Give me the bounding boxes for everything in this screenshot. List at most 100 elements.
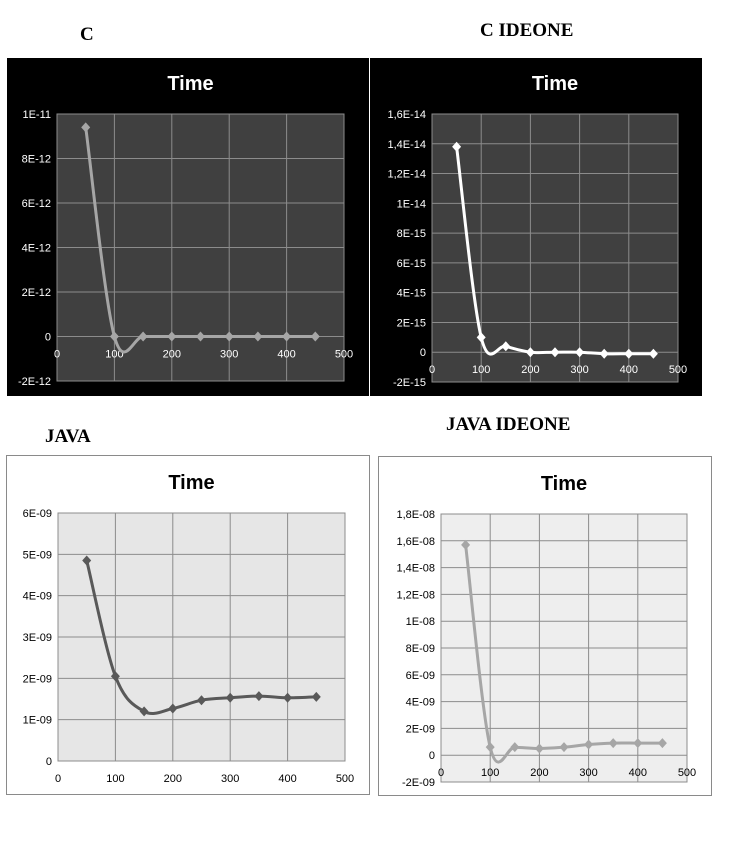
- y-tick-label: 6E-09: [406, 670, 435, 682]
- x-tick-label: 300: [220, 349, 238, 361]
- y-tick-label: 3E-09: [23, 632, 52, 644]
- y-tick-label: 4E-12: [22, 243, 51, 255]
- data-point-marker: [110, 671, 120, 682]
- data-point-marker: [648, 348, 658, 359]
- series-line: [84, 127, 316, 354]
- x-tick-label: 500: [669, 364, 687, 376]
- data-point-marker: [282, 331, 292, 342]
- y-tick-label: -2E-15: [393, 377, 426, 389]
- y-tick-label: 4E-09: [23, 591, 52, 603]
- chart-c-ideone: Time -2E-15 0 2E-15 4E-15 6E-15 8E-15 1E-14 1,2E…: [370, 58, 702, 396]
- y-tick-label: 8E-12: [22, 154, 51, 166]
- y-tick-label: 2E-09: [406, 723, 435, 735]
- chart-java: Time 0 1E-09 2E-09 3E-09 4E-09 5E-09 6E-09 0 100 2…: [6, 455, 370, 795]
- x-tick-label: 400: [620, 364, 638, 376]
- y-tick-label: 1,2E-08: [396, 589, 435, 601]
- y-tick-label: 4E-15: [397, 288, 426, 300]
- data-point-marker: [510, 742, 520, 753]
- chart-svg: Time-2E-1502E-154E-156E-158E-151E-141,2E…: [387, 73, 687, 389]
- y-tick-label: 1E-11: [22, 109, 51, 121]
- data-point-marker: [584, 739, 594, 750]
- x-tick-label: 0: [54, 349, 60, 361]
- series-line: [455, 146, 654, 356]
- y-tick-label: 1,6E-08: [396, 536, 435, 548]
- data-point-marker: [253, 331, 263, 342]
- y-tick-label: 1E-09: [23, 715, 52, 727]
- series-line: [464, 544, 663, 764]
- data-point-marker: [196, 331, 205, 342]
- data-point-marker: [575, 347, 585, 358]
- chart-title: Time: [168, 472, 214, 494]
- data-point-marker: [559, 742, 569, 753]
- data-point-marker: [197, 695, 206, 706]
- y-tick-label: 1E-08: [406, 616, 435, 628]
- data-point-marker: [168, 703, 178, 714]
- chart-title: Time: [532, 73, 578, 95]
- data-point-marker: [461, 539, 471, 550]
- y-tick-label: 4E-09: [406, 697, 435, 709]
- y-tick-label: -2E-12: [18, 376, 51, 388]
- data-point-marker: [283, 692, 293, 703]
- x-tick-label: 0: [438, 767, 444, 779]
- x-tick-label: 100: [481, 767, 499, 779]
- heading-java: JAVA: [45, 426, 91, 447]
- heading-c: C: [80, 24, 94, 45]
- y-tick-label: 1,2E-14: [387, 169, 426, 181]
- y-tick-label: 6E-12: [22, 198, 51, 210]
- x-tick-label: 300: [221, 773, 239, 785]
- y-tick-label: 1,8E-08: [396, 509, 435, 521]
- y-tick-label: 2E-15: [397, 317, 426, 329]
- x-tick-label: 500: [335, 349, 353, 361]
- chart-svg: Time-2E-0902E-094E-096E-098E-091E-081,2E…: [396, 473, 696, 789]
- heading-java-ideone: JAVA IDEONE: [446, 414, 571, 435]
- y-tick-label: 0: [420, 347, 426, 359]
- y-tick-label: -2E-09: [402, 777, 435, 789]
- x-tick-label: 400: [629, 767, 647, 779]
- y-tick-label: 6E-09: [23, 508, 52, 520]
- x-tick-label: 0: [429, 364, 435, 376]
- data-point-marker: [310, 331, 320, 342]
- y-tick-label: 6E-15: [397, 258, 426, 270]
- data-point-marker: [608, 738, 618, 749]
- x-tick-label: 200: [163, 349, 181, 361]
- data-point-marker: [485, 742, 495, 753]
- data-point-marker: [138, 331, 148, 342]
- data-point-marker: [167, 331, 177, 342]
- x-tick-label: 300: [579, 767, 597, 779]
- y-tick-label: 2E-09: [23, 673, 52, 685]
- data-point-marker: [476, 332, 486, 343]
- y-tick-label: 0: [429, 750, 435, 762]
- y-tick-label: 1,4E-08: [396, 563, 435, 575]
- chart-title: Time: [541, 473, 587, 495]
- data-point-marker: [81, 122, 91, 133]
- data-point-marker: [624, 348, 634, 359]
- chart-java-ideone: Time -2E-09 0 2E-09 4E-09 6E-09 8E-09 1E-08 1,2E…: [378, 456, 712, 796]
- x-tick-label: 400: [278, 773, 296, 785]
- data-point-marker: [501, 341, 511, 352]
- x-tick-label: 500: [678, 767, 696, 779]
- x-tick-label: 400: [277, 349, 295, 361]
- data-point-marker: [550, 347, 560, 358]
- data-point-marker: [254, 691, 264, 702]
- y-tick-label: 2E-12: [22, 287, 51, 299]
- y-tick-label: 0: [45, 332, 51, 344]
- data-point-marker: [109, 331, 119, 342]
- data-point-marker: [452, 141, 462, 152]
- x-tick-label: 500: [336, 773, 354, 785]
- x-tick-label: 100: [472, 364, 490, 376]
- data-point-marker: [311, 691, 321, 702]
- data-point-marker: [657, 738, 667, 749]
- x-tick-label: 200: [530, 767, 548, 779]
- y-tick-label: 8E-09: [406, 643, 435, 655]
- y-tick-label: 1,4E-14: [387, 139, 426, 151]
- data-point-marker: [225, 692, 235, 703]
- data-point-marker: [82, 555, 92, 566]
- chart-svg: Time 0 1E-09 2E-09 3E-09 4E-09 5E-09 6E-09 0 100 2…: [23, 472, 355, 785]
- y-tick-label: 1,6E-14: [387, 109, 426, 121]
- chart-svg: Time -2E-12 0 2E-12 4E-12 6E-12 8E-12 1E-11 0 100…: [18, 73, 353, 388]
- data-point-marker: [525, 347, 535, 358]
- x-tick-label: 300: [570, 364, 588, 376]
- x-tick-label: 100: [105, 349, 123, 361]
- x-tick-label: 200: [521, 364, 539, 376]
- chart-title: Time: [167, 73, 213, 95]
